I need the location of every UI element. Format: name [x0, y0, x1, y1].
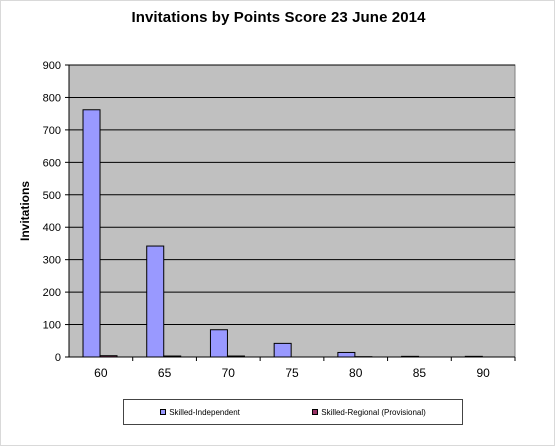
- x-tick-label: 85: [413, 366, 427, 380]
- y-tick-label: 900: [43, 60, 61, 72]
- bar-skilled-independent-75: [274, 343, 291, 357]
- y-tick-label: 300: [43, 255, 61, 267]
- legend-item-skilled-independent: Skilled-Independent: [160, 408, 240, 417]
- legend-swatch-skilled-regional: [312, 409, 318, 415]
- y-tick-label: 200: [43, 287, 61, 299]
- bar-skilled-independent-85: [402, 356, 419, 357]
- x-tick-label: 75: [285, 366, 299, 380]
- x-tick-label: 80: [349, 366, 363, 380]
- y-tick-label: 100: [43, 320, 61, 332]
- bar-skilled-regional-60: [100, 356, 117, 357]
- y-tick-label: 0: [55, 352, 61, 364]
- bar-skilled-independent-90: [465, 356, 482, 357]
- y-tick-label: 400: [43, 222, 61, 234]
- x-tick-label: 65: [158, 366, 172, 380]
- bar-skilled-independent-70: [210, 330, 227, 357]
- y-tick-label: 800: [43, 92, 61, 104]
- y-tick-label: 500: [43, 190, 61, 202]
- x-tick-label: 70: [222, 366, 236, 380]
- legend-label-skilled-independent: Skilled-Independent: [169, 408, 240, 417]
- legend: Skilled-Independent Skilled-Regional (Pr…: [123, 399, 463, 425]
- x-tick-label: 90: [476, 366, 490, 380]
- legend-item-skilled-regional: Skilled-Regional (Provisional): [312, 408, 426, 417]
- x-tick-label: 60: [94, 366, 108, 380]
- bar-skilled-regional-70: [227, 356, 244, 357]
- bar-skilled-independent-60: [83, 110, 100, 357]
- y-axis-label: Invitations: [18, 181, 32, 241]
- plot-area: [69, 65, 515, 357]
- legend-label-skilled-regional: Skilled-Regional (Provisional): [321, 408, 426, 417]
- bar-skilled-independent-65: [147, 246, 164, 357]
- bar-skilled-regional-65: [164, 356, 181, 357]
- legend-swatch-skilled-independent: [160, 409, 166, 415]
- y-tick-label: 600: [43, 157, 61, 169]
- bar-skilled-independent-80: [338, 352, 355, 357]
- y-tick-label: 700: [43, 125, 61, 137]
